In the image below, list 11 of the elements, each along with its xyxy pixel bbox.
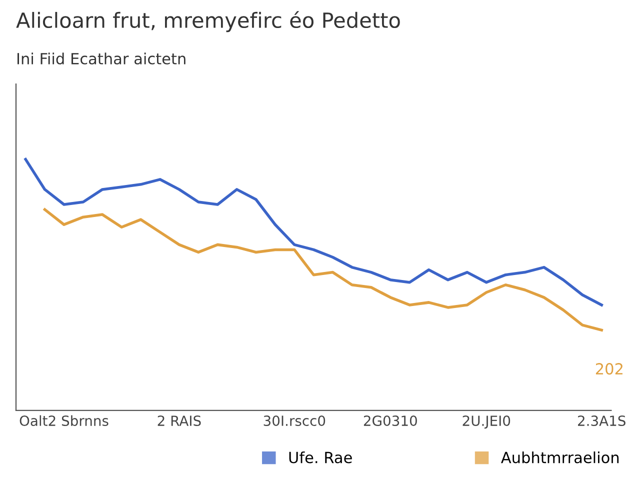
x-tick-label: Oalt2 Sbrnns <box>20 415 108 426</box>
chart-title: Alicloarn frut, mremyefirc éo Pedetto <box>16 11 400 32</box>
x-tick-label: 2G0310 <box>364 416 417 426</box>
x-tick-label: 2 RAIS <box>158 416 201 426</box>
x-tick-label: 2.3A1S <box>578 416 626 426</box>
legend-label: Ufe. Rae <box>289 451 352 464</box>
annotation: 202 <box>596 363 622 375</box>
x-tick-label: 2U.JEI0 <box>462 416 510 429</box>
chart-subtitle: Ini Fiid Ecathar aictetn <box>18 52 186 64</box>
legend-label: Aubhtmrraelion <box>501 451 619 464</box>
x-tick-label: 30I.rscc0 <box>264 416 326 426</box>
